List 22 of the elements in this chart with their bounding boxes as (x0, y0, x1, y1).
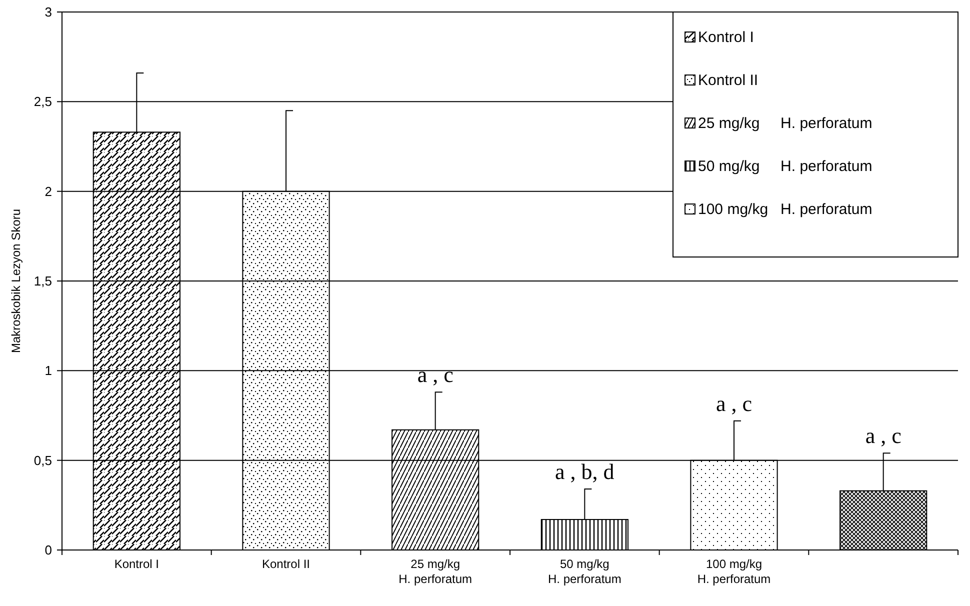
y-tick-label: 3 (44, 4, 52, 20)
y-tick-label: 0 (44, 542, 52, 558)
y-tick-label: 0,5 (34, 452, 52, 468)
y-tick-label: 2 (44, 184, 52, 199)
annotation: a , c (865, 423, 902, 448)
legend-label: Kontrol I (698, 29, 754, 46)
legend-label: 25 mg/kg H. perforatum (698, 115, 872, 132)
x-tick-label: 50 mg/kg H. perforatum (548, 557, 622, 586)
annotation: a , c (716, 390, 752, 416)
x-tick-label: 100 mg/kg H. perforatum (697, 557, 771, 586)
x-tick-label: Kontrol II (262, 557, 310, 571)
legend-label: 100 mg/kg H. perforatum (698, 201, 872, 218)
y-tick-label: 2,5 (34, 94, 52, 110)
legend-label: 50 mg/kg H. perforatum (698, 158, 872, 175)
y-tick-label: 1 (44, 363, 52, 378)
x-tick-label: 25 mg/kg H. perforatum (398, 557, 472, 586)
y-axis-title: Makroskobik Lezyon Skoru (9, 208, 23, 354)
x-tick-label: Kontrol I (114, 557, 160, 571)
y-tick-label: 1,5 (34, 274, 52, 289)
annotation: a , c (417, 362, 454, 388)
legend-label: Kontrol II (698, 72, 758, 89)
annotation: a , b, d (555, 459, 614, 484)
